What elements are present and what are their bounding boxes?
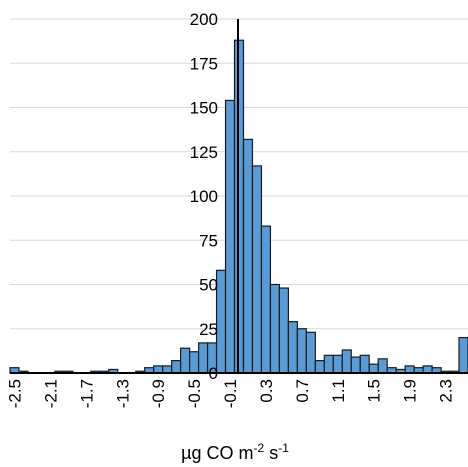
x-tick-label: -0.9: [149, 379, 168, 408]
y-tick-label: 75: [199, 231, 218, 250]
y-tick-label: 0: [209, 364, 218, 383]
y-tick-label: 25: [199, 320, 218, 339]
histogram-bar: [323, 354, 334, 374]
y-tick-label: 100: [190, 187, 218, 206]
histogram-bar: [404, 365, 415, 374]
histogram-bar: [153, 365, 164, 374]
histogram-bar: [260, 225, 272, 374]
histogram-bar: [422, 365, 433, 374]
y-tick-label: 125: [190, 143, 218, 162]
x-tick-label: 1.5: [365, 379, 384, 403]
histogram-bar: [189, 351, 200, 374]
y-tick-labels: 0 25 50 75 100 125 150 175 200: [190, 10, 218, 383]
histogram-bar: [162, 365, 173, 374]
histogram-bar: [341, 349, 352, 374]
x-tick-label: -2.5: [6, 379, 25, 408]
x-tick-label: 1.9: [401, 379, 420, 403]
y-tick-label: 200: [190, 10, 218, 29]
y-tick-label: 50: [199, 276, 218, 295]
x-axis-label-mid: s: [264, 443, 278, 463]
x-tick-label: 0.7: [293, 379, 312, 403]
x-tick-label: -1.7: [77, 379, 96, 408]
x-axis-label-exp1: -2: [254, 441, 265, 455]
histogram-bar: [180, 347, 191, 374]
histogram-bar: [269, 283, 281, 374]
histogram-bar: [314, 360, 325, 374]
x-axis-label-exp2: -1: [278, 441, 289, 455]
histogram-bar: [197, 342, 209, 374]
histogram-bar: [287, 321, 298, 374]
histogram-bar: [305, 331, 316, 374]
x-axis-label: µg CO m-2 s-1: [181, 441, 289, 463]
histogram-bar: [224, 99, 236, 374]
x-tick-label: -1.3: [113, 379, 132, 408]
histogram-bar: [377, 358, 388, 374]
histogram-bar: [332, 354, 343, 374]
histogram-bar: [368, 363, 379, 374]
x-tick-label: 1.1: [329, 379, 348, 403]
histogram-bar: [242, 138, 254, 374]
x-axis-label-base: µg CO m: [181, 443, 253, 463]
y-tick-label: 150: [190, 99, 218, 118]
histogram-bar: [359, 354, 370, 374]
x-tick-label: -0.5: [185, 379, 204, 408]
x-tick-label: -0.1: [221, 379, 240, 408]
x-tick-label: 2.3: [437, 379, 456, 403]
histogram-bar: [458, 337, 468, 374]
x-tick-labels: -2.5 -2.1 -1.7 -1.3 -0.9 -0.5 -0.1 0.3 0.7 1.1 1.5…: [6, 379, 456, 408]
histogram-bar: [171, 360, 182, 374]
histogram-bar: [296, 328, 307, 374]
x-tick-label: 0.3: [257, 379, 276, 403]
histogram-bar: [278, 287, 289, 374]
x-tick-label: -2.1: [41, 379, 60, 408]
histogram-bar: [350, 356, 361, 374]
y-tick-label: 175: [190, 54, 218, 73]
histogram-bar: [251, 165, 263, 374]
